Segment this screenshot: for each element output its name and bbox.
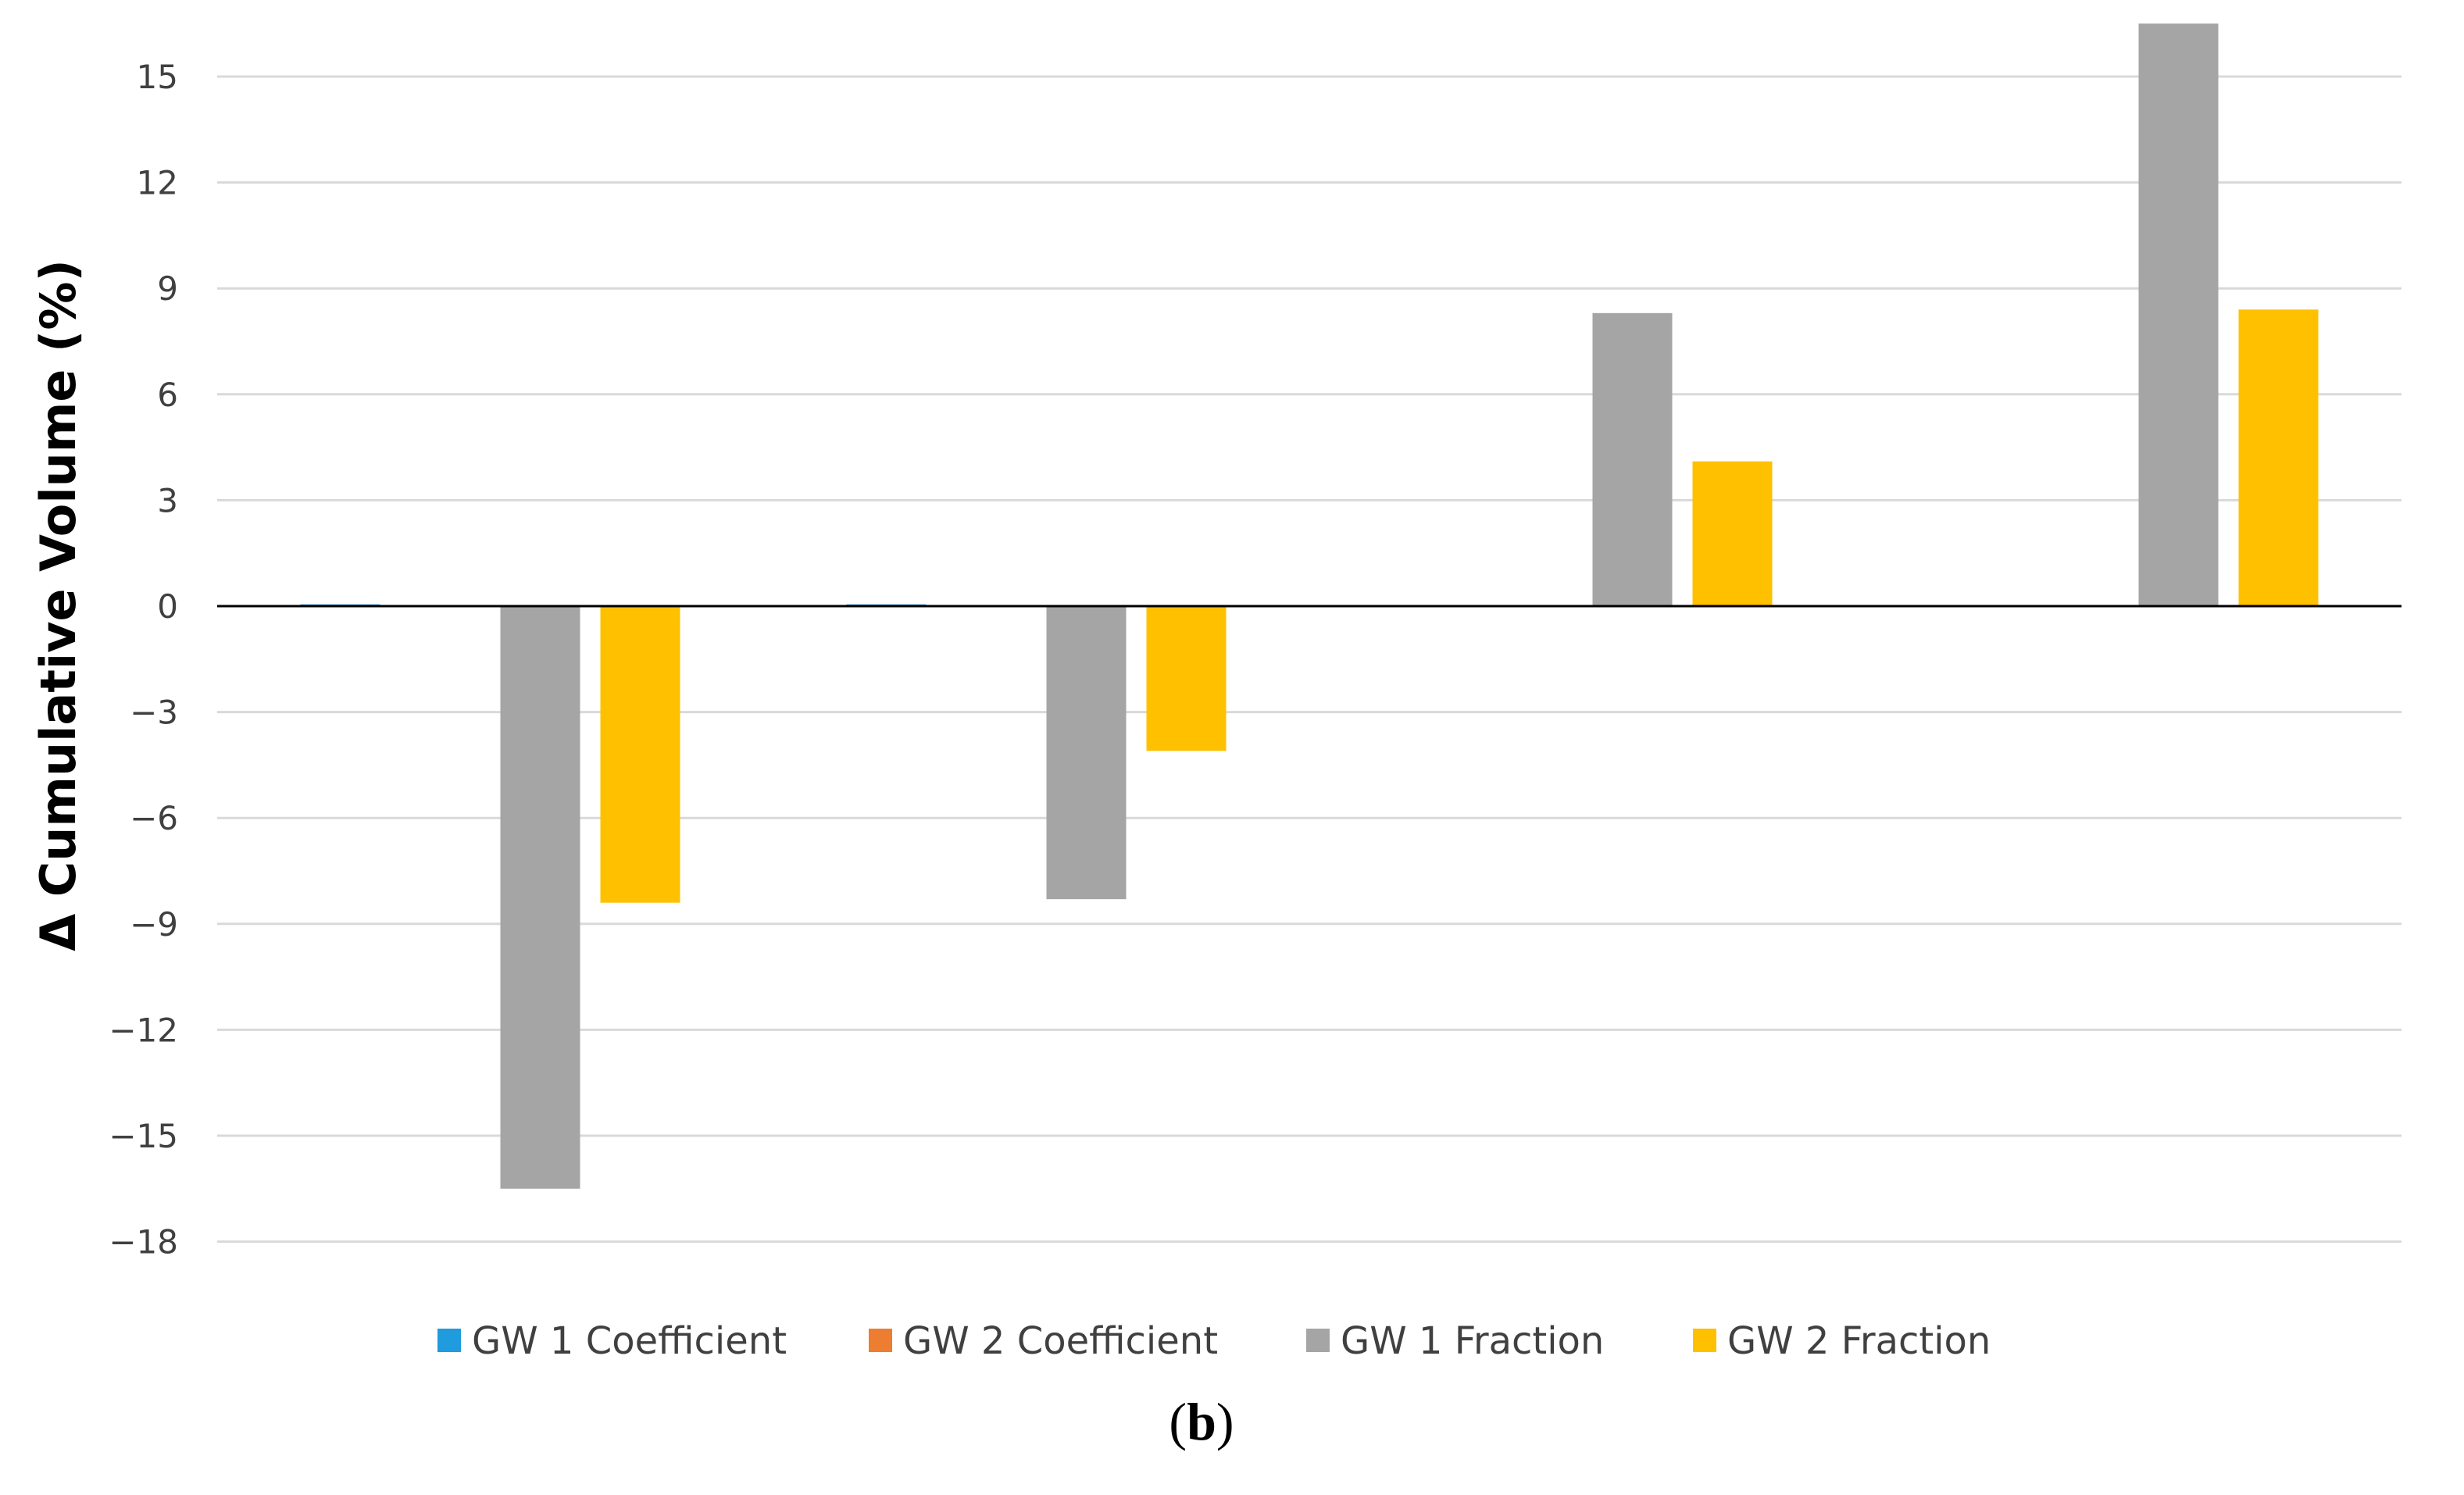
panel-label: (b) (1169, 1392, 1234, 1451)
bar-gw-2-fraction-2 (1146, 606, 1227, 751)
legend-label: GW 1 Fraction (1341, 1319, 1604, 1363)
legend-swatch (869, 1329, 892, 1352)
bar-gw-2-fraction-4 (2238, 309, 2319, 606)
y-tick-labels: 15 12 9 6 3 0 −3 −6 −9 −12 −15 −18 (109, 58, 178, 1261)
panel-label-close: ) (1216, 1392, 1234, 1451)
y-tick-label: −15 (109, 1117, 178, 1155)
bar-gw-1-fraction-2 (1046, 606, 1127, 900)
bars (300, 23, 2319, 1189)
y-tick-label: 9 (157, 269, 178, 308)
y-tick-label: −9 (130, 905, 178, 944)
legend-label: GW 2 Coefficient (903, 1319, 1218, 1363)
y-tick-label: 12 (137, 164, 178, 202)
bar-gw-1-fraction-4 (2138, 23, 2219, 606)
legend-swatch (1306, 1329, 1330, 1352)
bar-gw-1-fraction-1 (500, 606, 580, 1189)
y-tick-label: 3 (157, 481, 178, 519)
y-tick-label: 15 (137, 58, 178, 96)
bar-gw-2-fraction-3 (1692, 461, 1773, 606)
gridlines (217, 75, 2402, 1243)
bar-gw-2-fraction-1 (600, 606, 680, 903)
y-tick-label: 6 (157, 376, 178, 414)
y-tick-label: 0 (157, 587, 178, 626)
y-tick-label: −3 (130, 694, 178, 732)
y-axis-title: Δ Cumulative Volume (%) (30, 259, 87, 951)
legend: GW 1 Coefficient GW 2 Coefficient GW 1 Fra… (437, 1319, 1991, 1363)
y-tick-label: −6 (130, 799, 178, 837)
legend-label: GW 2 Fraction (1727, 1319, 1991, 1363)
legend-swatch (1693, 1329, 1716, 1352)
bar-gw-1-fraction-3 (1592, 312, 1673, 606)
y-tick-label: −18 (109, 1223, 178, 1261)
panel-label-open: ( (1169, 1392, 1187, 1451)
legend-label: GW 1 Coefficient (472, 1319, 787, 1363)
legend-swatch (437, 1329, 461, 1352)
y-tick-label: −12 (109, 1011, 178, 1049)
panel-label-letter: b (1187, 1392, 1216, 1451)
